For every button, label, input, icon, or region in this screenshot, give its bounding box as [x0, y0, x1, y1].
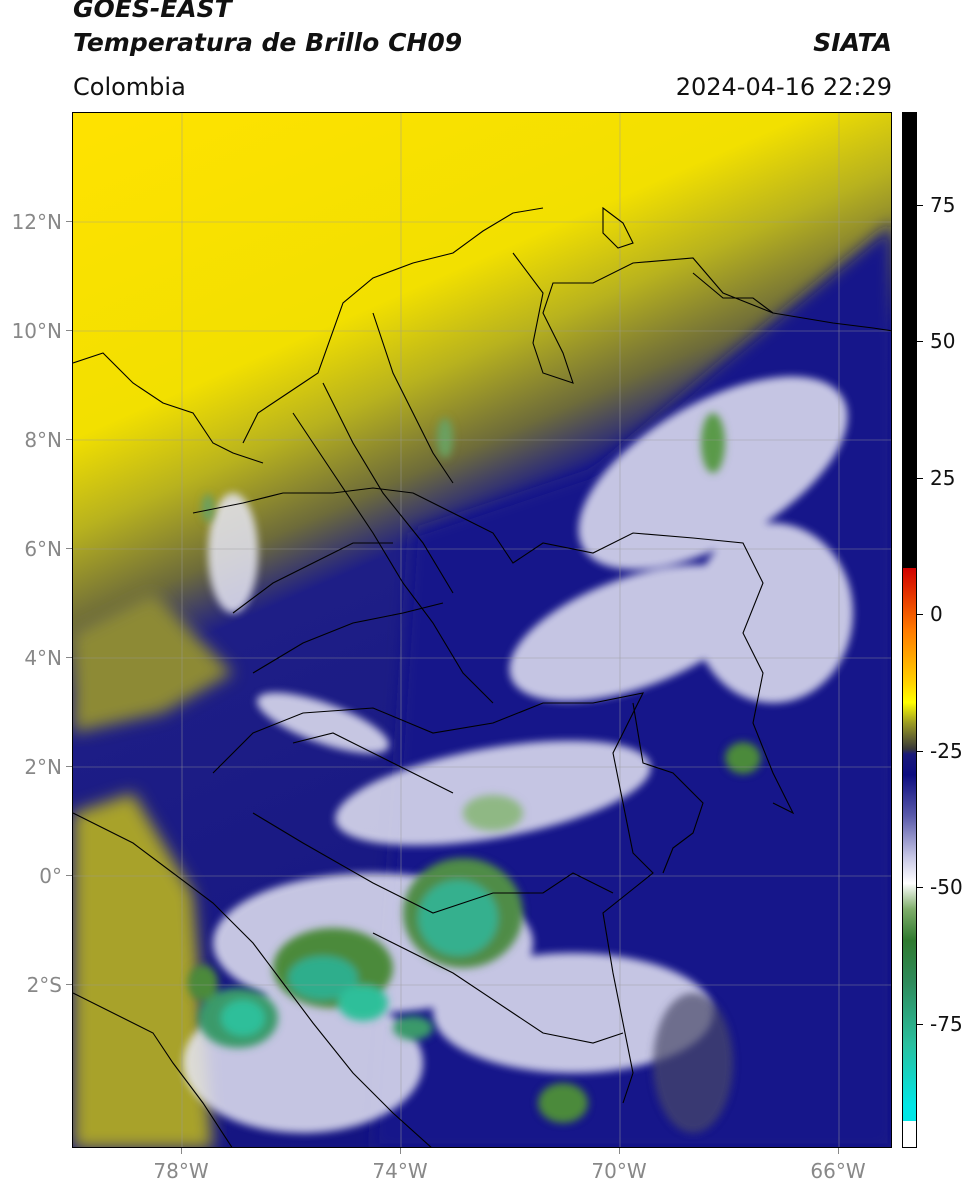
cb-label-neg25: -25 — [930, 739, 963, 763]
ytick — [66, 875, 72, 876]
region-label: Colombia — [73, 73, 186, 101]
ytick — [66, 439, 72, 440]
datetime-label: 2024-04-16 22:29 — [675, 73, 892, 101]
cb-label-neg75: -75 — [930, 1012, 963, 1036]
cb-label-neg50: -50 — [930, 875, 963, 899]
ytick — [66, 330, 72, 331]
lat-label-12N: 12°N — [11, 210, 62, 234]
xtick — [619, 1148, 620, 1154]
map-canvas — [73, 113, 891, 1147]
cb-label-50: 50 — [930, 329, 956, 353]
ytick — [66, 548, 72, 549]
org-label: SIATA — [813, 28, 892, 57]
lat-label-2S: 2°S — [26, 973, 62, 997]
colorbar — [902, 112, 917, 1148]
xtick — [181, 1148, 182, 1154]
lat-label-10N: 10°N — [11, 319, 62, 343]
cb-tick — [917, 887, 923, 888]
cb-tick — [917, 751, 923, 752]
ytick — [66, 221, 72, 222]
lat-label-8N: 8°N — [24, 428, 62, 452]
cb-label-0: 0 — [930, 602, 943, 626]
cb-tick — [917, 614, 923, 615]
xtick — [400, 1148, 401, 1154]
cb-tick — [917, 205, 923, 206]
satellite-map[interactable] — [72, 112, 892, 1148]
graticule — [73, 113, 891, 1147]
title-product: Temperatura de Brillo CH09 — [73, 28, 463, 57]
lon-label-74W: 74°W — [372, 1159, 428, 1183]
cb-label-75: 75 — [930, 193, 956, 217]
cb-label-25: 25 — [930, 466, 956, 490]
cb-tick — [917, 478, 923, 479]
lat-label-0: 0° — [39, 864, 62, 888]
lon-label-70W: 70°W — [591, 1159, 647, 1183]
xtick — [838, 1148, 839, 1154]
boundaries — [73, 206, 891, 1147]
cb-tick — [917, 1024, 923, 1025]
cb-tick — [917, 341, 923, 342]
ytick — [66, 766, 72, 767]
lon-label-66W: 66°W — [810, 1159, 866, 1183]
ytick — [66, 657, 72, 658]
lat-label-2N: 2°N — [24, 755, 62, 779]
lat-label-4N: 4°N — [24, 646, 62, 670]
title-satellite: GOES-EAST — [73, 0, 232, 23]
lon-label-78W: 78°W — [153, 1159, 209, 1183]
lat-label-6N: 6°N — [24, 537, 62, 561]
ytick — [66, 984, 72, 985]
